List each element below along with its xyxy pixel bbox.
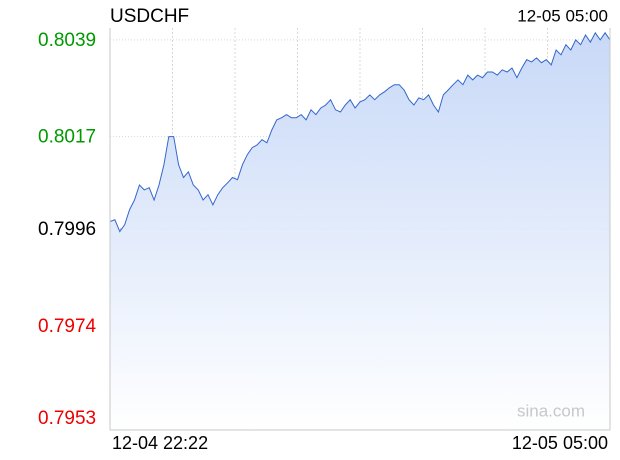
timestamp: 12-05 05:00 <box>517 6 608 25</box>
x-tick-label: 12-04 22:22 <box>112 433 208 453</box>
price-line <box>109 31 611 233</box>
y-tick-label: 0.7996 <box>38 219 96 240</box>
chart-title: USDCHF <box>110 6 189 27</box>
y-tick-label: 0.7953 <box>38 408 96 429</box>
y-tick-label: 0.8039 <box>38 30 96 51</box>
watermark: sina.com <box>517 401 585 420</box>
area <box>110 32 610 431</box>
y-tick-label: 0.8017 <box>38 127 96 148</box>
y-tick-label: 0.7974 <box>38 316 97 337</box>
x-tick-label: 12-05 05:00 <box>512 433 608 453</box>
